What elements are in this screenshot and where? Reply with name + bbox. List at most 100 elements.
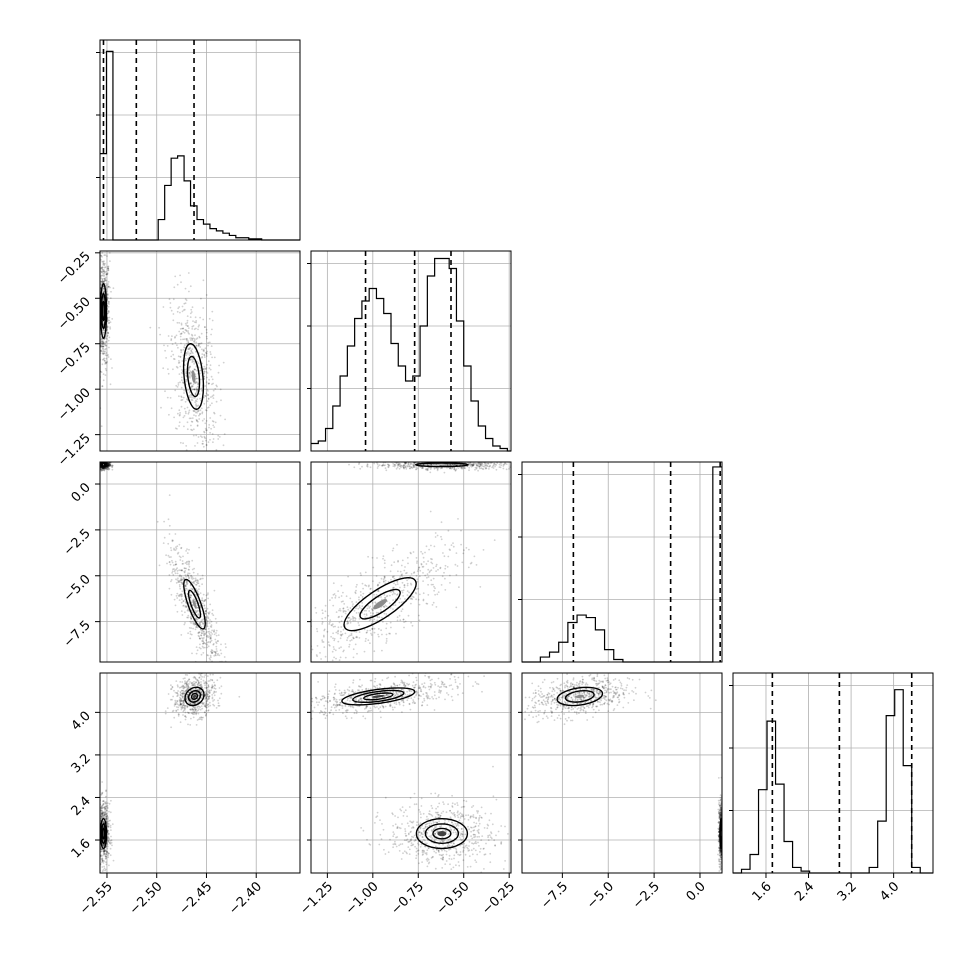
scatter-point [500, 462, 503, 464]
scatter-point [404, 462, 407, 464]
scatter-point [253, 659, 255, 661]
scatter-point [171, 710, 174, 713]
scatter-point [94, 463, 96, 465]
scatter-point [100, 459, 102, 461]
scatter-point [107, 268, 109, 270]
scatter-point [355, 635, 358, 638]
scatter-point [205, 610, 207, 613]
scatter-point [191, 652, 193, 655]
scatter-point [101, 805, 103, 807]
scatter-point [198, 705, 200, 708]
scatter-point [180, 386, 183, 389]
scatter-point [193, 622, 196, 625]
scatter-point [449, 467, 452, 469]
scatter-point [193, 414, 195, 416]
scatter-point [457, 467, 460, 469]
scatter-point [198, 335, 201, 338]
scatter-point [100, 847, 102, 850]
scatter-point [195, 681, 198, 684]
scatter-point [207, 394, 209, 396]
scatter-point [166, 345, 169, 347]
scatter-point [204, 347, 207, 350]
scatter-point [189, 681, 191, 683]
scatter-point [202, 318, 205, 321]
scatter-point [526, 460, 528, 462]
scatter-point [406, 584, 409, 587]
scatter-point [188, 354, 191, 357]
scatter-point [394, 464, 397, 467]
scatter-point [105, 369, 108, 372]
scatter-point [197, 453, 199, 455]
scatter-point [167, 335, 170, 337]
scatter-point [108, 463, 110, 466]
scatter-point [224, 688, 226, 690]
scatter-point [168, 413, 170, 416]
scatter-point [194, 702, 197, 705]
scatter-point [408, 465, 411, 468]
scatter-point [367, 555, 369, 558]
scatter-point [178, 575, 181, 578]
scatter-point [187, 684, 189, 687]
scatter-point [178, 699, 181, 701]
scatter-point [172, 368, 174, 371]
scatter-point [106, 814, 108, 817]
scatter-point [433, 463, 435, 466]
scatter-point [203, 436, 206, 439]
scatter-point [198, 621, 201, 624]
scatter-point [193, 388, 196, 391]
scatter-point [360, 607, 363, 610]
scatter-point [193, 368, 196, 371]
scatter-point [185, 683, 188, 686]
scatter-point [381, 464, 384, 467]
scatter-point [107, 463, 110, 466]
scatter-point [207, 667, 209, 669]
scatter-point [472, 464, 475, 467]
scatter-point [174, 427, 177, 430]
scatter-point [173, 358, 176, 360]
scatter-point [193, 567, 196, 570]
scatter-point [434, 459, 436, 461]
scatter-point [469, 464, 472, 467]
scatter-point [184, 410, 187, 413]
scatter-point [103, 467, 105, 470]
scatter-point [447, 463, 449, 466]
scatter-point [204, 680, 207, 683]
scatter-point [189, 359, 192, 361]
scatter-point [434, 464, 436, 467]
scatter-point [209, 633, 211, 636]
scatter-point [211, 694, 214, 696]
scatter-point [476, 460, 478, 462]
scatter-point [185, 371, 188, 373]
scatter-point [206, 400, 209, 403]
scatter-point [101, 463, 104, 466]
scatter-point [102, 268, 104, 271]
scatter-point [186, 706, 189, 709]
scatter-point [203, 370, 205, 373]
scatter-point [205, 639, 208, 642]
scatter-point [428, 548, 430, 551]
scatter-point [201, 356, 204, 358]
scatter-point [170, 580, 172, 583]
scatter-point [369, 629, 372, 632]
scatter-point [193, 615, 196, 617]
scatter-point [187, 608, 189, 611]
scatter-point [171, 572, 174, 574]
scatter-point [207, 382, 210, 385]
scatter-point [101, 350, 104, 353]
scatter-point [101, 812, 103, 815]
scatter-point [180, 706, 183, 709]
scatter-point [223, 433, 226, 435]
scatter-point [212, 692, 215, 695]
scatter-point [180, 699, 183, 702]
scatter-point [352, 648, 355, 651]
scatter-point [101, 279, 104, 282]
scatter-point [185, 299, 188, 302]
scatter-point [181, 689, 184, 692]
scatter-point [453, 468, 456, 471]
scatter-point [102, 262, 105, 265]
scatter-point [173, 286, 176, 289]
scatter-point [107, 854, 109, 857]
scatter-point [480, 464, 482, 466]
scatter-point [101, 812, 104, 815]
scatter-point [332, 593, 335, 596]
